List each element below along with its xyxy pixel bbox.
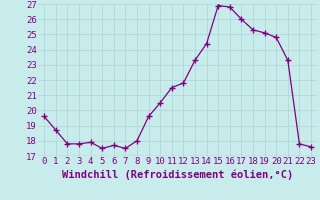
X-axis label: Windchill (Refroidissement éolien,°C): Windchill (Refroidissement éolien,°C) (62, 169, 293, 180)
